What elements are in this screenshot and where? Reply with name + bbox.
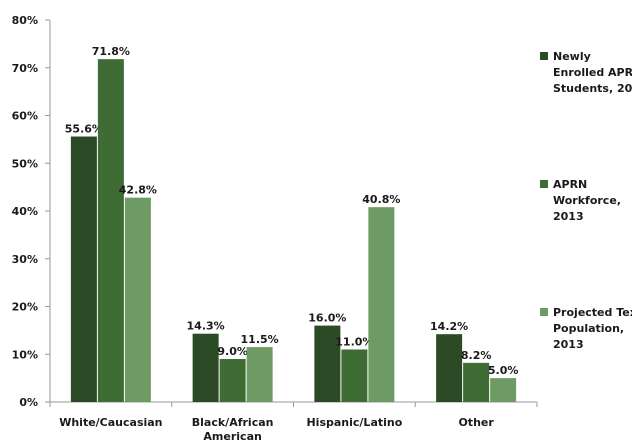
x-category-label: White/Caucasian xyxy=(59,416,162,429)
data-label: 9.0% xyxy=(217,345,248,358)
legend-label: Workforce, xyxy=(553,194,621,207)
y-tick-label: 80% xyxy=(12,14,38,27)
data-label: 16.0% xyxy=(308,312,346,325)
bar xyxy=(70,136,97,402)
bar xyxy=(246,347,273,402)
legend-swatch xyxy=(540,52,548,60)
x-category-label: American xyxy=(203,430,261,443)
bar xyxy=(219,359,246,402)
x-category-label: Hispanic/Latino xyxy=(306,416,402,429)
bar xyxy=(436,334,463,402)
y-tick-label: 50% xyxy=(12,157,38,170)
bar xyxy=(124,197,151,402)
legend-label: 2013 xyxy=(553,210,584,223)
legend-label: Students, 2013 xyxy=(553,82,632,95)
bar xyxy=(97,59,124,402)
data-label: 11.5% xyxy=(241,333,279,346)
data-label: 71.8% xyxy=(92,45,130,58)
legend-label: Projected Texa xyxy=(553,306,632,319)
legend-label: Newly xyxy=(553,50,591,63)
y-tick-label: 10% xyxy=(12,348,38,361)
legend-label: Enrolled APRN xyxy=(553,66,632,79)
legend-label: 2013 xyxy=(553,338,584,351)
data-label: 40.8% xyxy=(362,193,400,206)
bar xyxy=(463,362,490,402)
y-tick-label: 30% xyxy=(12,253,38,266)
legend-label: Population, xyxy=(553,322,624,335)
x-category-label: Black/African xyxy=(192,416,274,429)
bar xyxy=(192,333,219,402)
legend-swatch xyxy=(540,308,548,316)
legend-label: APRN xyxy=(553,178,587,191)
bar xyxy=(490,378,517,402)
data-label: 14.3% xyxy=(187,320,225,333)
bar xyxy=(314,325,341,402)
data-label: 14.2% xyxy=(430,320,468,333)
data-label: 8.2% xyxy=(461,349,492,362)
x-category-label: Other xyxy=(458,416,494,429)
y-tick-label: 20% xyxy=(12,301,38,314)
y-tick-label: 40% xyxy=(12,205,38,218)
data-label: 42.8% xyxy=(119,184,157,197)
legend-swatch xyxy=(540,180,548,188)
y-tick-label: 60% xyxy=(12,110,38,123)
y-tick-label: 70% xyxy=(12,62,38,75)
y-tick-label: 0% xyxy=(19,396,38,409)
data-label: 5.0% xyxy=(488,364,519,377)
data-label: 55.6% xyxy=(65,123,103,136)
bar xyxy=(368,207,395,402)
bar xyxy=(341,349,368,402)
data-label: 11.0% xyxy=(335,335,373,348)
